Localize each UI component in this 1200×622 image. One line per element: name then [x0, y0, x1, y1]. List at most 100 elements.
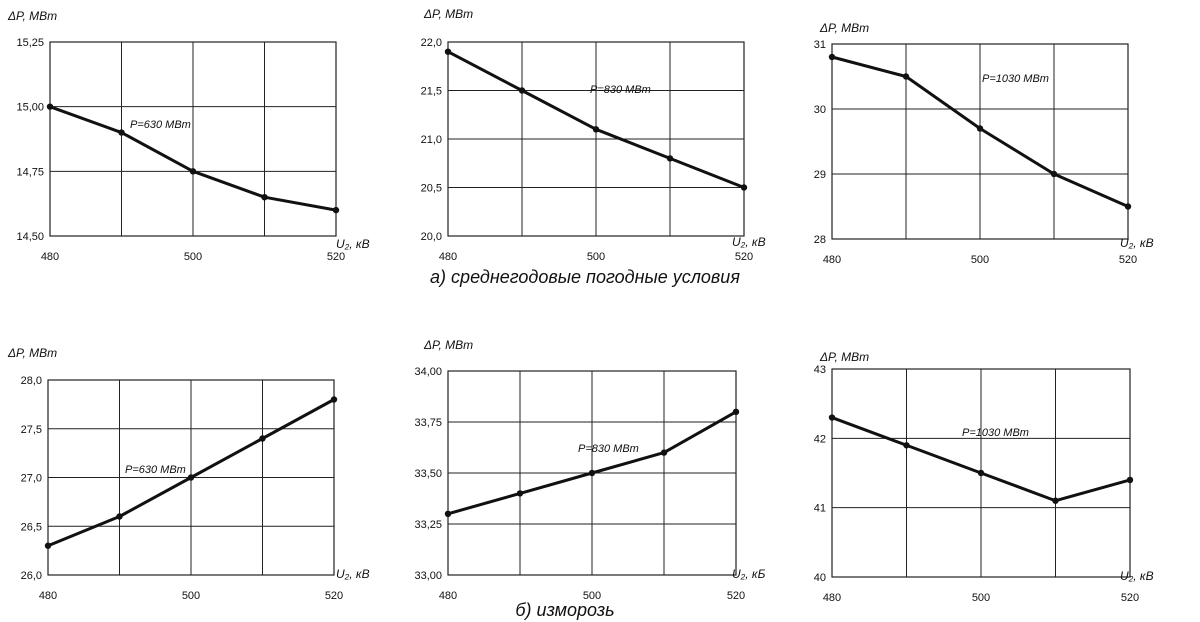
- chart-2-data-point: [740, 184, 748, 191]
- chart-5-y-tick-label: 34,00: [414, 366, 442, 378]
- chart-1-x-axis-label: U₂, кВ: [336, 237, 370, 251]
- chart-1-y-axis-label: ΔP, МВт: [7, 9, 57, 23]
- chart-1-data-point: [46, 103, 54, 110]
- chart-4-y-tick-label: 26,0: [21, 570, 42, 582]
- chart-6-y-tick-label: 40: [814, 572, 826, 584]
- chart-6-data-point: [1126, 476, 1134, 484]
- chart-5-x-tick-label: 500: [583, 590, 601, 602]
- chart-3-x-tick-label: 480: [823, 254, 841, 266]
- chart-2-y-tick-label: 20,5: [421, 183, 442, 195]
- chart-3-y-tick-label: 31: [814, 39, 826, 51]
- chart-4-x-tick-label: 520: [325, 590, 343, 602]
- chart-1-data-point: [118, 129, 125, 136]
- chart-3-data-point: [902, 73, 910, 80]
- chart-6-data-point: [828, 414, 836, 421]
- chart-1-y-tick-label: 15,00: [16, 102, 44, 114]
- chart-5-series-label: P=830 МВт: [578, 443, 639, 455]
- chart-1-plot-frame: [49, 41, 337, 237]
- chart-2-x-tick-label: 480: [439, 251, 457, 263]
- caption-top: а) среднегодовые погодные условия: [430, 267, 740, 287]
- chart-5-data-point: [516, 490, 524, 497]
- chart-1-data-point: [189, 168, 197, 175]
- chart-5-y-tick-label: 33,75: [414, 417, 442, 429]
- chart-2-y-tick-label: 22,0: [421, 37, 442, 49]
- chart-3-plot-frame: [831, 43, 1129, 240]
- chart-2-y-tick-label: 20,0: [421, 231, 442, 243]
- chart-4-plot-frame: [47, 379, 335, 576]
- chart-2-x-axis-label: U₂, кВ: [732, 235, 766, 249]
- chart-6-y-tick-label: 42: [814, 433, 826, 445]
- chart-5-y-tick-label: 33,50: [414, 468, 442, 480]
- chart-6-y-tick-label: 43: [814, 364, 826, 376]
- chart-6-plot-frame: [831, 368, 1131, 578]
- chart-1-x-tick-label: 480: [41, 251, 59, 263]
- chart-2-plot-frame: [447, 41, 745, 237]
- chart-5-x-tick-label: 520: [727, 590, 745, 602]
- chart-3-y-tick-label: 29: [814, 169, 826, 181]
- chart-1-x-tick-label: 520: [327, 251, 345, 263]
- chart-2-data-point: [666, 155, 674, 162]
- chart-3-y-axis-label: ΔP, МВт: [819, 21, 869, 35]
- chart-2-data-point: [518, 87, 526, 94]
- chart-4-data-point: [116, 513, 123, 520]
- chart-4-y-tick-label: 27,5: [21, 424, 42, 436]
- chart-4-y-tick-label: 26,5: [21, 521, 42, 533]
- chart-2-x-tick-label: 520: [735, 251, 753, 263]
- chart-5-data-point: [444, 510, 452, 517]
- chart-4-data-point: [259, 435, 266, 442]
- chart-2-data-point: [592, 126, 600, 133]
- chart-1-data-point: [261, 194, 268, 201]
- chart-1-series-label: P=630 МВт: [130, 119, 191, 131]
- chart-6-x-tick-label: 480: [823, 592, 841, 604]
- chart-5-y-tick-label: 33,25: [414, 519, 442, 531]
- chart-6-y-axis-label: ΔP, МВт: [819, 350, 869, 364]
- chart-4-x-axis-label: U₂, кВ: [336, 567, 370, 581]
- chart-5-data-point: [732, 408, 740, 415]
- chart-3-data-point: [1124, 203, 1132, 210]
- chart-1-y-tick-label: 14,75: [16, 166, 44, 178]
- chart-5-x-tick-label: 480: [439, 590, 457, 602]
- chart-6-x-tick-label: 520: [1121, 592, 1139, 604]
- chart-2-series-label: P=830 МВт: [590, 84, 651, 96]
- chart-4-data-point: [187, 474, 195, 481]
- chart-6-y-tick-label: 41: [814, 503, 826, 515]
- chart-4-data-point: [44, 542, 52, 549]
- caption-bottom: б) изморозь: [515, 600, 614, 620]
- chart-6-data-point: [903, 442, 910, 449]
- chart-2-y-tick-label: 21,0: [421, 134, 442, 146]
- chart-6-series-label: P=1030 МВт: [962, 427, 1029, 439]
- chart-4-x-tick-label: 500: [182, 590, 200, 602]
- chart-3-data-point: [828, 53, 836, 61]
- chart-3-x-tick-label: 520: [1119, 254, 1137, 266]
- chart-2-x-tick-label: 500: [587, 251, 605, 263]
- chart-5-data-point: [588, 469, 596, 477]
- chart-4-series-label: P=630 МВт: [125, 464, 186, 476]
- chart-3-x-tick-label: 500: [971, 254, 989, 266]
- chart-4-y-tick-label: 28,0: [21, 375, 42, 387]
- chart-6-data-point: [1052, 497, 1059, 504]
- chart-1-y-tick-label: 14,50: [16, 231, 44, 243]
- chart-3-x-axis-label: U₂, кВ: [1120, 236, 1154, 250]
- chart-4-y-tick-label: 27,0: [21, 473, 42, 485]
- chart-5-y-axis-label: ΔP, МВт: [423, 338, 473, 352]
- chart-1-x-tick-label: 500: [184, 251, 202, 263]
- chart-5-y-tick-label: 33,00: [414, 570, 442, 582]
- chart-3-y-tick-label: 28: [814, 234, 826, 246]
- chart-3-y-tick-label: 30: [814, 104, 826, 116]
- chart-6-x-tick-label: 500: [972, 592, 990, 604]
- chart-4-y-axis-label: ΔP, МВт: [7, 346, 57, 360]
- chart-6-data-point: [977, 469, 985, 477]
- chart-3-series-label: P=1030 МВт: [982, 73, 1049, 85]
- chart-6-x-axis-label: U₂, кВ: [1120, 569, 1154, 583]
- chart-3-data-point: [1050, 170, 1058, 178]
- chart-4-x-tick-label: 480: [39, 590, 57, 602]
- chart-5-plot-frame: [447, 370, 737, 576]
- chart-3-data-point: [976, 125, 984, 132]
- chart-2-y-axis-label: ΔP, МВт: [423, 7, 473, 21]
- chart-1-data-point: [332, 206, 340, 214]
- chart-4-data-point: [330, 396, 338, 403]
- chart-5-x-axis-label: U₂, кБ: [732, 567, 766, 581]
- chart-2-data-point: [444, 48, 452, 55]
- chart-2-y-tick-label: 21,5: [421, 86, 442, 98]
